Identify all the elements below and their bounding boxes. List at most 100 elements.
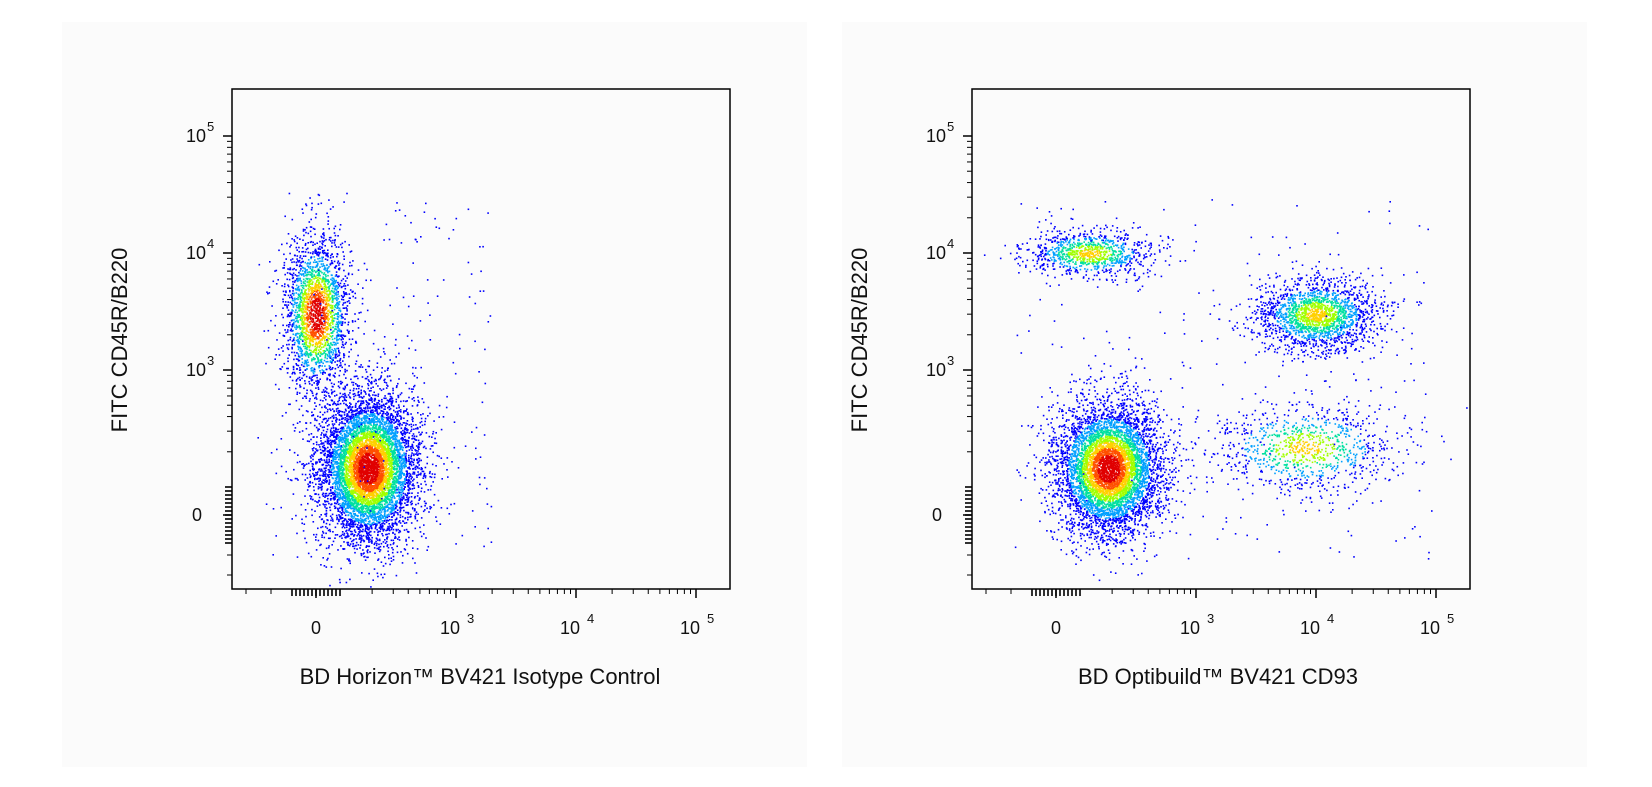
event-dot: [335, 289, 338, 291]
event-dot: [329, 373, 331, 375]
event-dot: [358, 534, 361, 537]
event-dot: [322, 241, 325, 243]
event-dot: [322, 317, 324, 319]
event-dot: [358, 387, 360, 390]
event-dot: [363, 411, 366, 414]
event-dot: [314, 361, 317, 364]
event-dot: [314, 233, 316, 236]
event-dot: [412, 507, 414, 510]
event-dot: [314, 297, 317, 300]
event-dot: [314, 343, 317, 345]
event-dot: [309, 278, 311, 280]
event-dot: [338, 354, 341, 356]
event-dot: [325, 286, 328, 289]
event-dot: [346, 520, 348, 522]
event-dot: [307, 265, 310, 268]
event-dot: [311, 367, 313, 369]
event-dot: [329, 349, 331, 352]
event-dot: [299, 367, 301, 369]
event-dot: [291, 324, 293, 326]
event-dot: [365, 403, 368, 406]
event-dot: [295, 333, 297, 335]
event-dot: [291, 518, 293, 520]
event-dot: [286, 242, 288, 245]
event-dot: [362, 435, 365, 438]
event-dot: [305, 248, 308, 251]
event-dot: [314, 331, 317, 334]
event-dot: [385, 417, 388, 419]
event-dot: [286, 315, 289, 318]
event-dot: [310, 218, 312, 221]
event-dot: [314, 216, 317, 219]
event-dot: [311, 309, 314, 311]
event-dot: [300, 268, 302, 270]
event-dot: [317, 365, 320, 367]
event-dot: [297, 353, 300, 355]
event-dot: [317, 255, 320, 257]
event-dot: [302, 371, 304, 374]
event-dot: [306, 307, 309, 309]
event-dot: [389, 414, 392, 417]
event-dot: [329, 292, 331, 295]
event-dot: [358, 531, 360, 533]
event-dot: [314, 282, 317, 285]
event-dot: [325, 303, 327, 305]
event-dot: [369, 551, 371, 553]
event-dot: [338, 295, 340, 298]
event-dot: [337, 342, 339, 344]
event-dot: [343, 402, 345, 405]
event-dot: [335, 265, 337, 268]
event-dot: [325, 278, 327, 280]
event-dot: [327, 310, 330, 312]
event-dot: [341, 317, 344, 319]
event-dot: [294, 274, 297, 276]
event-dot: [316, 308, 318, 310]
event-dot: [323, 394, 326, 396]
event-dot: [332, 283, 335, 286]
event-dot: [304, 290, 306, 293]
event-dot: [287, 301, 289, 303]
event-dot: [338, 285, 341, 287]
event-dot: [343, 335, 346, 338]
event-dot: [412, 473, 414, 475]
event-dot: [319, 378, 321, 380]
event-dot: [292, 294, 295, 296]
event-dot: [413, 487, 416, 489]
event-dot: [336, 294, 338, 296]
event-dot: [304, 306, 307, 309]
event-dot: [305, 203, 307, 205]
event-dot: [407, 439, 410, 442]
event-dot: [326, 305, 329, 308]
event-dot: [356, 375, 358, 377]
event-dot: [326, 315, 328, 318]
event-dot: [319, 240, 321, 243]
event-dot: [271, 305, 273, 307]
event-dot: [358, 504, 360, 506]
event-dot: [337, 235, 339, 237]
event-dot: [296, 391, 299, 394]
event-dot: [332, 463, 334, 466]
event-dot: [302, 374, 305, 377]
event-dot: [340, 330, 343, 333]
event-dot: [329, 263, 332, 266]
event-dot: [289, 376, 292, 378]
event-dot: [329, 304, 332, 307]
event-dot: [325, 312, 328, 315]
event-dot: [323, 296, 326, 299]
event-dot: [310, 312, 312, 315]
event-dot: [311, 292, 314, 295]
event-dot: [339, 402, 342, 405]
event-dot: [301, 284, 304, 287]
event-dot: [391, 519, 393, 521]
event-dot: [323, 359, 326, 362]
event-dot: [292, 366, 295, 369]
event-dot: [306, 324, 308, 327]
event-dot: [336, 326, 339, 328]
event-dot: [317, 315, 319, 318]
event-dot: [311, 326, 313, 328]
event-dot: [320, 299, 322, 302]
event-dot: [336, 255, 338, 258]
event-dot: [350, 348, 352, 351]
event-dot: [316, 343, 318, 346]
event-dot: [309, 341, 311, 343]
